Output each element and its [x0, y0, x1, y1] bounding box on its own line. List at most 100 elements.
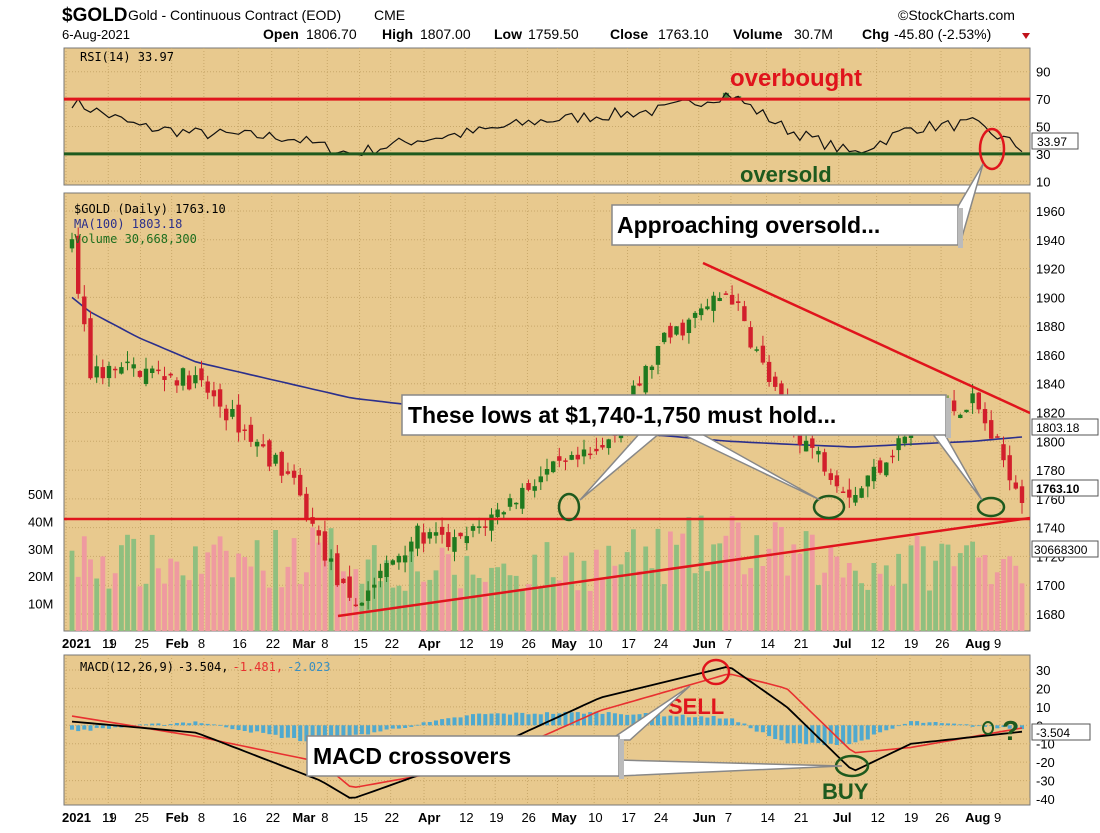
macd-tick-label: -20	[1036, 755, 1055, 770]
volume-bar	[668, 531, 673, 631]
macd-hist-bar	[730, 718, 735, 726]
callout-macd-shadow	[619, 739, 624, 779]
x-tick-label: 10	[588, 636, 602, 651]
macd-hist-bar	[107, 725, 111, 729]
x-tick-label: 21	[794, 810, 808, 825]
macd-hist-bar	[828, 725, 833, 744]
x-tick-label: Apr	[418, 810, 440, 825]
macd-hist-bar	[569, 712, 574, 726]
candle-body	[476, 526, 482, 528]
volume-tick-label: 10M	[28, 597, 53, 612]
volume-bar	[501, 563, 507, 631]
volume-label: Volume	[733, 26, 783, 42]
macd-hist-bar	[834, 725, 839, 745]
volume-bar	[834, 556, 840, 631]
price-tick-label: 1700	[1036, 578, 1065, 593]
macd-hist-bar	[464, 715, 469, 726]
candle-body	[686, 319, 692, 333]
volume-bar	[649, 568, 655, 631]
candle-body	[384, 563, 389, 577]
x-tick-label: 19	[102, 810, 116, 825]
volume-bar	[267, 587, 272, 631]
volume-bar	[236, 553, 241, 631]
x-tick-label: 11	[102, 810, 116, 825]
exchange-label: CME	[374, 7, 405, 23]
macd-plot	[70, 666, 1024, 799]
volume-bar	[143, 583, 149, 631]
x-tick-label: 12	[459, 636, 473, 651]
macd-hist-bar	[693, 717, 698, 726]
x-tick-label: 12	[871, 810, 885, 825]
candle-body	[335, 553, 340, 586]
candle-body	[106, 365, 112, 379]
candle-body	[828, 473, 833, 480]
macd-hist-bar	[366, 725, 371, 735]
candle-body	[94, 366, 99, 378]
x-tick-label: Jun	[693, 636, 716, 651]
candle-body	[637, 383, 642, 386]
volume-bar	[254, 540, 260, 631]
x-tick-label: Aug	[965, 636, 990, 651]
rsi-legend-text: RSI(14) 33.97	[80, 50, 174, 64]
macd-tick-label: 10	[1036, 700, 1050, 715]
stockcharts-watermark: ©StockCharts.com	[898, 7, 1015, 23]
macd-hist-bar	[619, 714, 623, 726]
volume-bar	[415, 571, 420, 631]
macd-hist-bar	[902, 723, 907, 726]
volume-bar	[914, 536, 920, 631]
macd-hist-bar	[70, 725, 74, 730]
candle-body	[162, 376, 167, 380]
volume-bar	[951, 566, 957, 631]
price-tick-label: 1880	[1036, 319, 1065, 334]
volume-bar	[378, 581, 383, 631]
volume-bar	[717, 543, 723, 631]
macd-hist-bar	[915, 721, 920, 726]
volume-bar	[1001, 559, 1006, 631]
macd-hist-bar	[458, 717, 463, 726]
candle-body	[353, 604, 358, 607]
macd-hist-bar	[144, 724, 148, 726]
high-value: 1807.00	[420, 26, 471, 42]
macd-hist-bar	[236, 725, 241, 730]
x-tick-label: 22	[266, 636, 280, 651]
candle-body	[254, 441, 260, 447]
candle-body	[402, 555, 408, 563]
x-year-label: 2021	[62, 636, 91, 651]
candle-body	[871, 466, 877, 482]
candle-body	[662, 332, 667, 343]
candle-body	[261, 444, 266, 447]
macd-hist-bar	[242, 725, 247, 731]
price-tick-label: 1740	[1036, 521, 1065, 536]
x-tick-label: 16	[232, 810, 246, 825]
macd-hist-bar	[976, 725, 981, 727]
macd-hist-bar	[304, 725, 309, 742]
macd-hist-bar	[341, 725, 346, 740]
volume-bar	[421, 581, 426, 631]
open-value: 1806.70	[306, 26, 357, 42]
macd-hist-bar	[495, 713, 500, 726]
candle-body	[495, 509, 500, 518]
symbol-title: $GOLD	[62, 5, 127, 26]
volume-bar	[674, 544, 679, 631]
volume-bar	[156, 568, 161, 631]
candle-body	[797, 427, 803, 445]
x-tick-label: Aug	[965, 810, 990, 825]
volume-bar	[896, 553, 901, 631]
x-tick-label: 15	[354, 636, 368, 651]
candle-body	[551, 461, 556, 473]
callout-approaching-box	[611, 204, 959, 246]
macd-hist-bar	[773, 725, 778, 739]
macd-hist-bar	[582, 713, 586, 726]
volume-bar	[489, 567, 494, 631]
volume-bar	[408, 550, 414, 631]
candle-body	[742, 306, 747, 322]
x-tick-label: 26	[521, 810, 535, 825]
low-circle-aug	[976, 496, 1006, 518]
macd-hist-bar	[434, 720, 438, 726]
candle-body	[643, 366, 648, 393]
volume-bar	[513, 575, 519, 631]
candle-body	[692, 312, 698, 318]
candle-body	[773, 376, 778, 387]
volume-bar	[785, 575, 790, 631]
